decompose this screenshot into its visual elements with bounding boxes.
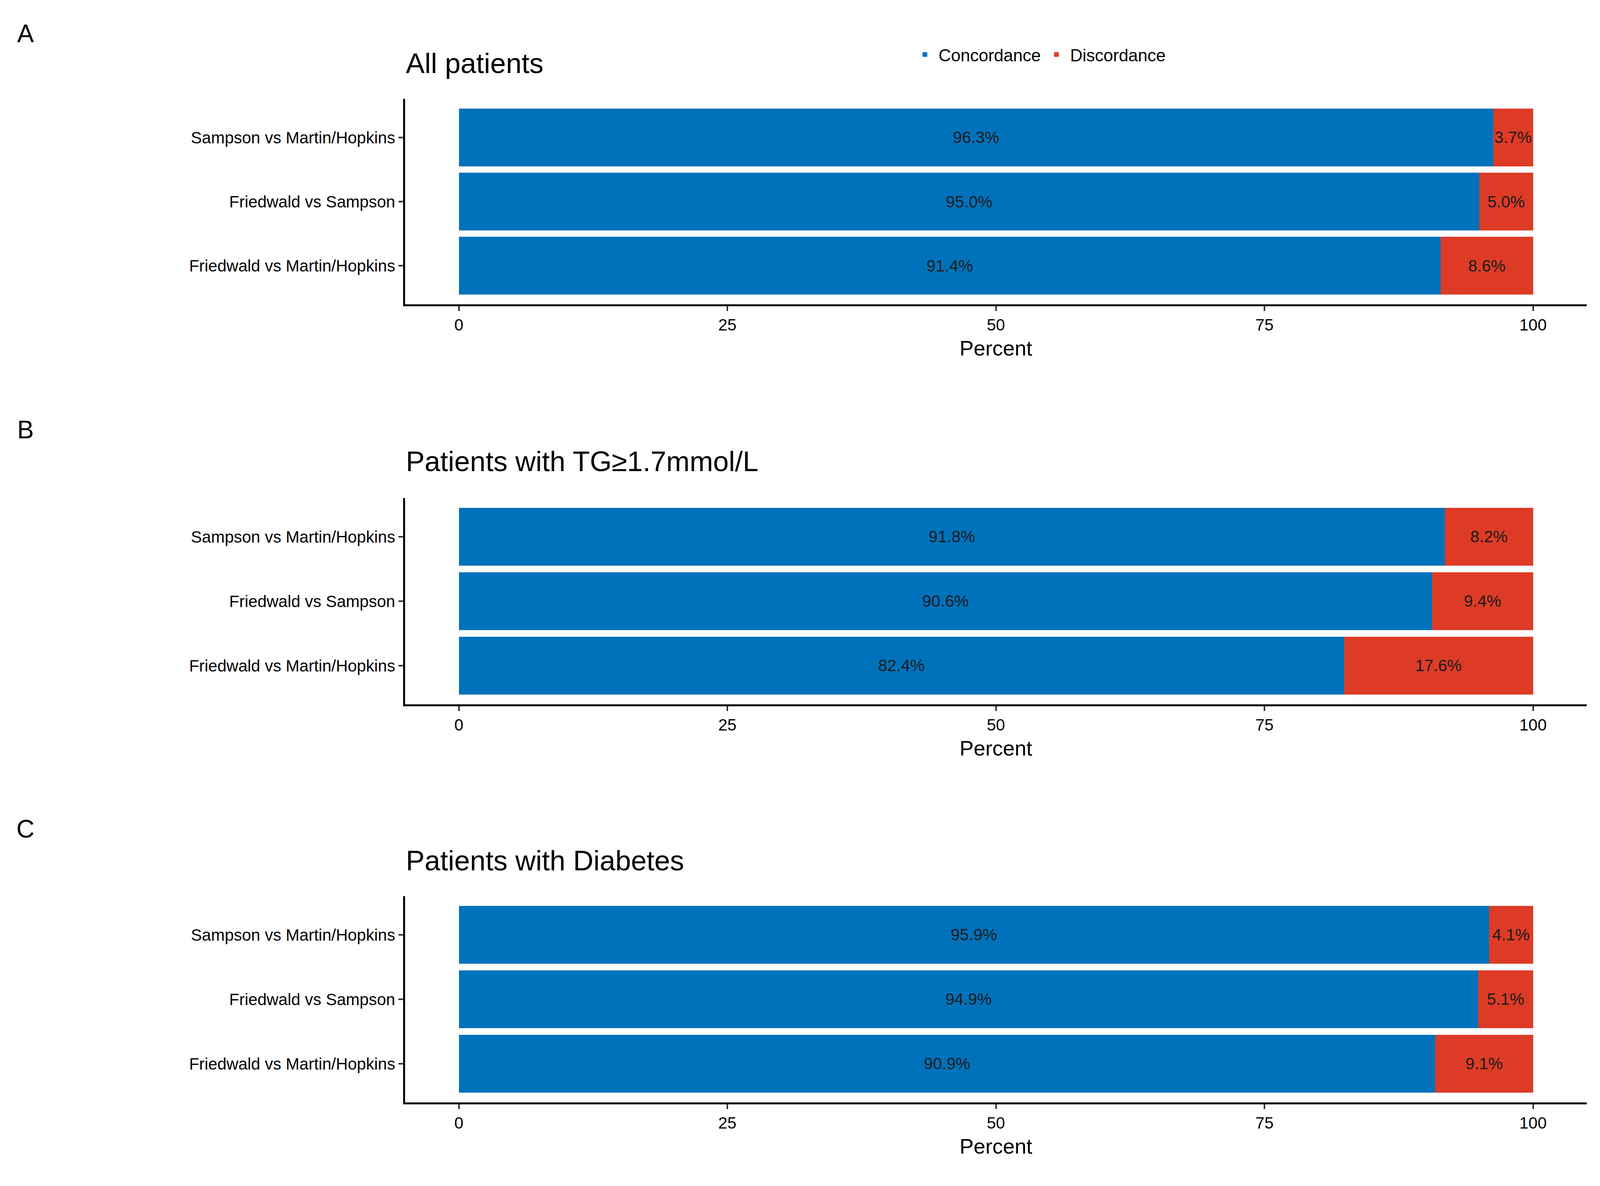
svg-text:50: 50 (986, 1113, 1006, 1133)
svg-text:All patients: All patients (405, 47, 544, 79)
svg-text:95.9%: 95.9% (950, 925, 998, 944)
svg-text:100: 100 (1519, 715, 1547, 734)
svg-text:91.4%: 91.4% (926, 256, 974, 275)
svg-text:Friedwald vs Martin/Hopkins: Friedwald vs Martin/Hopkins (189, 656, 396, 675)
svg-text:94.9%: 94.9% (945, 989, 992, 1009)
svg-text:Friedwald vs Sampson: Friedwald vs Sampson (229, 192, 396, 211)
svg-text:Discordance: Discordance (1069, 45, 1166, 65)
svg-text:0: 0 (454, 715, 464, 734)
svg-text:Patients with Diabetes: Patients with Diabetes (405, 844, 684, 877)
svg-text:A: A (17, 19, 34, 48)
svg-text:9.4%: 9.4% (1463, 591, 1502, 611)
svg-text:25: 25 (718, 715, 737, 734)
svg-text:Percent: Percent (959, 736, 1033, 760)
svg-text:8.2%: 8.2% (1470, 527, 1508, 546)
svg-text:96.3%: 96.3% (952, 128, 1000, 147)
svg-text:Friedwald vs Martin/Hopkins: Friedwald vs Martin/Hopkins (189, 1054, 396, 1074)
svg-text:90.9%: 90.9% (923, 1054, 971, 1073)
svg-text:Sampson vs Martin/Hopkins: Sampson vs Martin/Hopkins (191, 527, 396, 547)
svg-text:Friedwald vs Sampson: Friedwald vs Sampson (229, 592, 396, 611)
svg-text:9.1%: 9.1% (1465, 1054, 1504, 1073)
svg-text:100: 100 (1519, 315, 1547, 334)
svg-text:8.6%: 8.6% (1467, 256, 1506, 275)
svg-text:5.1%: 5.1% (1487, 989, 1525, 1009)
svg-text:50: 50 (986, 715, 1006, 734)
svg-text:B: B (17, 415, 34, 444)
svg-text:Patients with TG≥1.7mmol/L: Patients with TG≥1.7mmol/L (405, 445, 759, 477)
svg-text:0: 0 (454, 1113, 464, 1133)
svg-text:Sampson vs Martin/Hopkins: Sampson vs Martin/Hopkins (191, 128, 396, 147)
svg-text:100: 100 (1519, 1113, 1547, 1133)
svg-text:Sampson vs Martin/Hopkins: Sampson vs Martin/Hopkins (191, 925, 396, 945)
svg-text:Friedwald vs Sampson: Friedwald vs Sampson (229, 990, 396, 1009)
svg-text:95.0%: 95.0% (945, 192, 993, 211)
svg-text:90.6%: 90.6% (922, 591, 969, 611)
svg-text:3.7%: 3.7% (1494, 128, 1533, 147)
svg-text:0: 0 (454, 315, 464, 334)
svg-text:91.8%: 91.8% (928, 527, 975, 546)
svg-text:75: 75 (1255, 315, 1274, 334)
svg-text:25: 25 (718, 315, 737, 334)
svg-text:75: 75 (1255, 715, 1274, 734)
svg-text:82.4%: 82.4% (878, 656, 925, 675)
svg-text:Percent: Percent (959, 1134, 1033, 1158)
svg-text:5.0%: 5.0% (1487, 192, 1525, 211)
svg-text:17.6%: 17.6% (1415, 656, 1462, 675)
svg-text:Friedwald vs Martin/Hopkins: Friedwald vs Martin/Hopkins (189, 256, 396, 275)
svg-text:Concordance: Concordance (938, 45, 1042, 65)
svg-text:75: 75 (1255, 1113, 1274, 1133)
svg-text:Percent: Percent (959, 336, 1033, 360)
svg-text:50: 50 (986, 315, 1006, 334)
svg-text:4.1%: 4.1% (1492, 925, 1530, 944)
svg-text:C: C (16, 814, 35, 843)
svg-text:25: 25 (718, 1113, 737, 1133)
